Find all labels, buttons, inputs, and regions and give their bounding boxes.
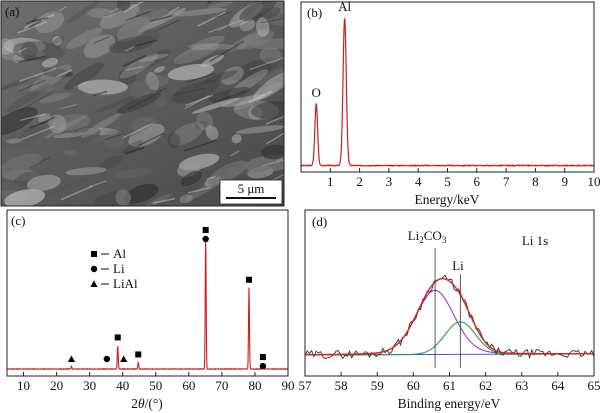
x-axis-label-c: 2θ/(°) — [131, 396, 163, 411]
phase-marker-square — [135, 351, 142, 358]
peak-label-b: Al — [338, 0, 351, 14]
raw-data-line — [305, 274, 594, 360]
phase-marker-circle — [103, 355, 111, 363]
legend-label: Li — [113, 261, 125, 276]
scale-bar-box — [219, 179, 283, 205]
xrd-pattern-line — [7, 242, 288, 371]
legend-symbol-circle — [90, 265, 98, 273]
legend-symbol-square — [91, 251, 97, 257]
x-tick-label-c: 20 — [50, 378, 63, 393]
phase-markers-c — [67, 227, 267, 370]
reference-lines-d — [434, 248, 461, 368]
chart-title-d: Li 1s — [522, 233, 548, 248]
x-tick-label-d: 64 — [551, 378, 565, 393]
x-tick-label-c: 10 — [17, 378, 30, 393]
envelope-fit-curve — [305, 277, 594, 356]
x-tick-label-d: 57 — [299, 378, 313, 393]
phase-marker-square — [202, 227, 209, 233]
x-tick-label-b: 7 — [503, 174, 510, 189]
phase-marker-square — [259, 354, 266, 361]
legend-label: LiAl — [113, 276, 138, 291]
x-tick-label-c: 70 — [215, 378, 228, 393]
x-tick-label-b: 8 — [532, 174, 539, 189]
x-axis-label-d: Binding energy/eV — [398, 396, 501, 411]
x-tick-label-d: 65 — [588, 378, 600, 393]
phase-marker-square — [245, 276, 252, 283]
x-tick-label-b: 5 — [444, 174, 451, 189]
phase-marker-circle — [202, 235, 209, 243]
x-axis-label-b: Energy/keV — [415, 192, 480, 207]
li2co3-annotation: Li2CO3 — [408, 228, 447, 245]
x-tick-label-b: 6 — [474, 174, 481, 189]
x-tick-label-b: 3 — [386, 174, 393, 189]
x-tick-label-d: 62 — [479, 378, 492, 393]
panel-c-label: (c) — [11, 213, 25, 228]
panel-d: 57 58 59 60 61 62 63 64 65 (d) Li2CO3 Li Li 1s B… — [299, 209, 600, 411]
x-tick-label-c: 90 — [282, 378, 295, 393]
x-tick-label-b: 9 — [561, 174, 568, 189]
x-tick-label-b: 4 — [415, 174, 422, 189]
x-tick-label-d: 58 — [335, 378, 348, 393]
li-component-curve — [305, 321, 594, 356]
x-axis-ticks-d: 57 58 59 60 61 62 63 64 65 — [299, 372, 600, 393]
x-tick-label-c: 80 — [248, 378, 261, 393]
x-tick-label-c: 60 — [182, 378, 195, 393]
phase-marker-triangle — [120, 355, 128, 362]
phase-marker-circle — [259, 362, 267, 370]
panel-d-label: (d) — [312, 214, 327, 229]
scale-bar-label: 5 μm — [238, 181, 265, 196]
eds-spectrum-line — [301, 18, 594, 168]
x-axis-ticks-b: 1 2 3 4 5 6 7 8 9 10 — [327, 168, 600, 189]
peak-label-b: O — [312, 85, 321, 100]
panel-b: 1 2 3 4 5 6 7 8 9 10 O Al (b) Energy/keV — [300, 0, 600, 207]
sem-micrograph — [1, 1, 284, 206]
legend-label: Al — [113, 246, 126, 261]
x-tick-label-d: 63 — [515, 378, 528, 393]
panel-b-label: (b) — [307, 5, 322, 20]
x-tick-label-b: 10 — [588, 174, 600, 189]
legend-symbol-triangle — [90, 280, 98, 287]
phase-marker-triangle — [67, 355, 76, 362]
x-tick-label-b: 2 — [356, 174, 363, 189]
peak-labels-b: O Al — [312, 0, 352, 100]
phase-marker-square — [114, 334, 121, 341]
x-tick-label-d: 60 — [407, 378, 420, 393]
x-tick-label-c: 50 — [149, 378, 162, 393]
li2co3-component-curve — [305, 289, 594, 356]
panel-a-label: (a) — [5, 4, 19, 19]
x-tick-label-b: 1 — [327, 174, 334, 189]
x-axis-ticks-c: 10 20 30 40 50 60 70 80 90 — [17, 372, 295, 393]
x-tick-label-d: 61 — [443, 378, 456, 393]
x-tick-label-d: 59 — [371, 378, 384, 393]
panel-a: (a) 5 μm — [0, 0, 285, 207]
x-tick-label-c: 30 — [83, 378, 96, 393]
x-tick-label-c: 40 — [116, 378, 129, 393]
li-annotation: Li — [452, 258, 464, 273]
